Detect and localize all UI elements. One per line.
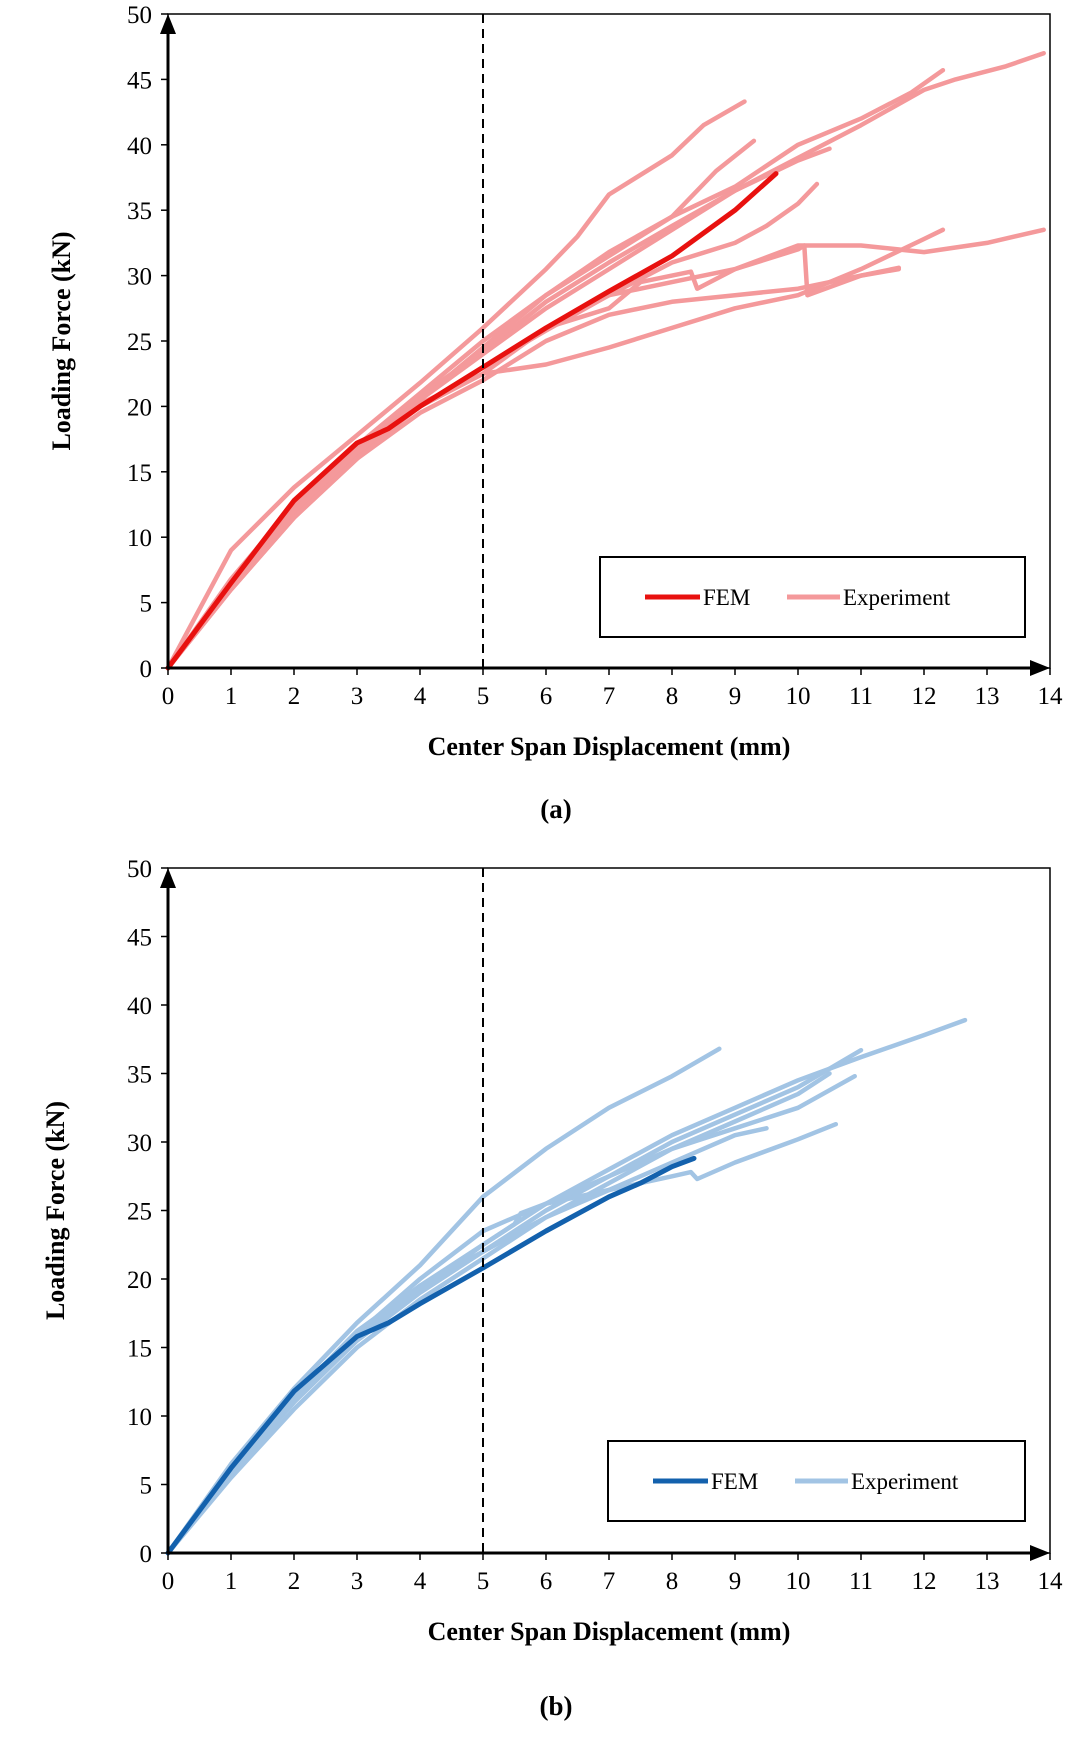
experiment-series-line	[165, 266, 902, 671]
y-tick-label: 45	[127, 67, 152, 94]
x-axis-title: Center Span Displacement (mm)	[428, 1617, 791, 1646]
x-tick-label: 14	[1038, 1568, 1064, 1595]
x-tick-label: 11	[849, 683, 873, 710]
x-tick-label: 13	[975, 1568, 1000, 1595]
experiment-series-line	[165, 1071, 832, 1556]
x-tick-label: 2	[288, 1568, 301, 1595]
y-tick-label: 25	[127, 1199, 152, 1226]
x-tick-label: 4	[414, 683, 427, 710]
y-tick-label: 40	[127, 993, 152, 1020]
y-axis-arrow-icon	[160, 868, 176, 888]
y-tick-label: 50	[127, 856, 152, 883]
x-tick-label: 10	[786, 683, 811, 710]
y-axis-title: Loading Force (kN)	[41, 1101, 70, 1320]
axes	[160, 14, 1050, 676]
legend-fem-label: FEM	[711, 1469, 758, 1494]
x-tick-label: 3	[351, 683, 364, 710]
y-tick-label: 5	[140, 1473, 153, 1500]
y-tick-label: 10	[127, 525, 152, 552]
experiment-series-line	[165, 1073, 857, 1556]
y-tick-label: 35	[127, 1062, 152, 1089]
y-tick-label: 30	[127, 264, 152, 291]
x-tick-label: 3	[351, 1568, 364, 1595]
y-tick-label: 20	[127, 1267, 152, 1294]
chart-panel-a: 0 1 2 3 4 5 6 7 8 9 10 11 12 13 1405101520253035404550…	[47, 2, 1063, 824]
x-tick-label: 14	[1038, 683, 1064, 710]
y-axis-title: Loading Force (kN)	[47, 231, 76, 450]
fem-series-line	[165, 1155, 697, 1556]
x-axis-arrow-icon	[1030, 660, 1050, 676]
x-tick-label: 7	[603, 1568, 616, 1595]
x-tick-label: 1	[225, 683, 238, 710]
x-axis-arrow-icon	[1030, 1545, 1050, 1561]
legend: FEM Experiment	[607, 1440, 1026, 1522]
x-tick-label: 0	[162, 683, 175, 710]
x-tick-label: 11	[849, 1568, 873, 1595]
x-tick-label: 10	[786, 1568, 811, 1595]
y-tick-label: 25	[127, 329, 152, 356]
x-tick-label: 8	[666, 1568, 679, 1595]
y-tick-label: 50	[127, 2, 152, 29]
legend: FEM Experiment	[599, 556, 1026, 638]
x-tick-label: 0	[162, 1568, 175, 1595]
experiment-series-line	[165, 99, 747, 671]
y-tick-label: 10	[127, 1404, 152, 1431]
panel-label: (a)	[540, 794, 571, 824]
y-tick-label: 15	[127, 1336, 152, 1363]
fem-series-line	[165, 171, 779, 671]
y-tick-label: 0	[140, 656, 153, 683]
x-tick-label: 8	[666, 683, 679, 710]
x-tick-label: 9	[729, 1568, 742, 1595]
legend-experiment-label: Experiment	[851, 1469, 959, 1494]
y-axis-arrow-icon	[160, 14, 176, 34]
y-tick-label: 40	[127, 133, 152, 160]
chart-panel-b: 0 1 2 3 4 5 6 7 8 9 10 11 12 13 1405101520253035404550…	[41, 856, 1063, 1721]
y-tick-label: 35	[127, 198, 152, 225]
y-tick-label: 5	[140, 591, 153, 618]
y-tick-label: 30	[127, 1130, 152, 1157]
x-tick-label: 9	[729, 683, 742, 710]
axes	[160, 868, 1050, 1561]
x-tick-label: 6	[540, 1568, 553, 1595]
legend-fem-label: FEM	[703, 585, 750, 610]
x-tick-label: 13	[975, 683, 1000, 710]
x-tick-label: 5	[477, 683, 490, 710]
x-tick-label: 7	[603, 683, 616, 710]
series-layer	[165, 1017, 968, 1556]
x-axis-title: Center Span Displacement (mm)	[428, 732, 791, 761]
y-tick-label: 45	[127, 925, 152, 952]
experiment-series-line	[165, 227, 946, 671]
legend-experiment-label: Experiment	[843, 585, 951, 610]
x-tick-label: 12	[912, 683, 937, 710]
x-tick-label: 5	[477, 1568, 490, 1595]
x-tick-label: 4	[414, 1568, 427, 1595]
y-tick-label: 15	[127, 460, 152, 487]
x-tick-label: 12	[912, 1568, 937, 1595]
panel-label: (b)	[540, 1691, 573, 1721]
x-tick-label: 6	[540, 683, 553, 710]
y-tick-label: 20	[127, 394, 152, 421]
x-tick-label: 2	[288, 683, 301, 710]
x-tick-label: 1	[225, 1568, 238, 1595]
series-layer	[165, 50, 1046, 671]
y-tick-label: 0	[140, 1541, 153, 1568]
